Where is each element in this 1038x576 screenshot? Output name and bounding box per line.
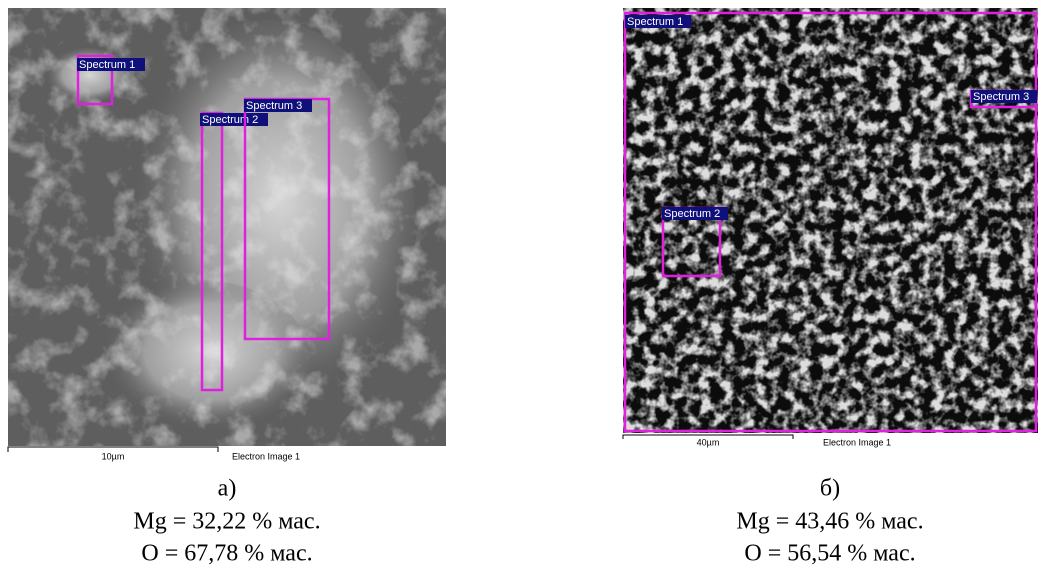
scale-label: 10µm xyxy=(102,451,125,461)
spectrum-label: Spectrum 1 xyxy=(79,59,135,71)
composition-line: O = 67,78 % мас. xyxy=(141,541,312,567)
image-title: Electron Image 1 xyxy=(823,437,891,447)
composition-line: Mg = 32,22 % мас. xyxy=(133,509,320,535)
scale-label: 40µm xyxy=(697,437,720,447)
composition-line: Mg = 43,46 % мас. xyxy=(736,509,923,535)
figure: Spectrum 1 Spectrum 2 Spectrum 3 10µm El… xyxy=(0,0,1038,576)
texture xyxy=(623,8,1038,433)
spectrum-label: Spectrum 2 xyxy=(664,208,720,220)
composition-line: O = 56,54 % мас. xyxy=(744,541,915,567)
sem-image-b: Spectrum 1 Spectrum 2 Spectrum 3 40µm El… xyxy=(623,8,1038,447)
panel-label: б) xyxy=(820,476,840,502)
spectrum-label: Spectrum 3 xyxy=(973,91,1029,103)
spectrum-label: Spectrum 1 xyxy=(627,16,683,28)
panel-label: а) xyxy=(218,476,237,502)
spectrum-label: Spectrum 3 xyxy=(246,100,302,112)
sem-image-a: Spectrum 1 Spectrum 2 Spectrum 3 10µm El… xyxy=(8,8,446,461)
image-title: Electron Image 1 xyxy=(232,451,300,461)
particle xyxy=(8,8,446,446)
spectrum-label: Spectrum 2 xyxy=(202,114,258,126)
